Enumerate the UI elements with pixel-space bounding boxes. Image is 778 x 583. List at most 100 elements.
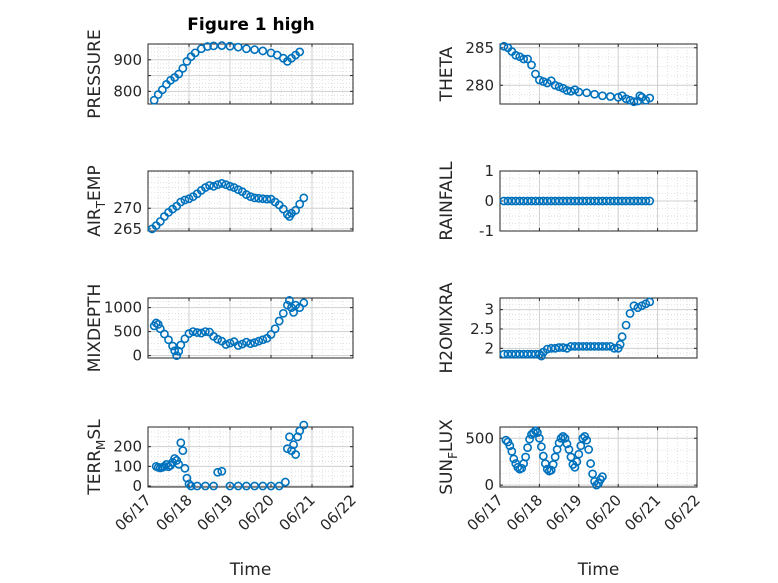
- data-point: [250, 45, 259, 55]
- data-point: [209, 181, 218, 191]
- y-tick-label: -1: [479, 222, 494, 240]
- data-point: [262, 194, 272, 204]
- data-point: [159, 212, 169, 221]
- data-point: [576, 441, 586, 451]
- data-point: [289, 440, 298, 450]
- data-point: [178, 63, 188, 73]
- data-point: [180, 463, 190, 473]
- data-point: [157, 85, 167, 95]
- data-point: [233, 481, 243, 491]
- y-tick-label: 265: [113, 220, 142, 238]
- data-point: [192, 481, 202, 491]
- data-point: [176, 340, 186, 350]
- y-tick-label: 2.5: [470, 320, 494, 338]
- data-point: [159, 329, 169, 339]
- data-point: [529, 428, 538, 438]
- x-tick-label: 06/21: [276, 491, 319, 534]
- data-point: [246, 339, 255, 348]
- series-markers: [151, 420, 309, 491]
- data-point: [629, 97, 639, 107]
- y-tick-label: 0: [132, 477, 142, 495]
- data-point: [213, 334, 223, 344]
- data-point: [233, 42, 243, 52]
- data-point: [237, 339, 247, 349]
- data-point: [170, 346, 180, 356]
- data-point: [282, 210, 292, 219]
- data-point: [192, 328, 202, 337]
- y-axis-label: RAINFALL: [437, 161, 457, 241]
- y-tick-label: 0: [484, 476, 494, 494]
- data-point: [203, 42, 212, 51]
- subplot-h2omixra: 22.53 H2OMIXRA: [437, 282, 698, 374]
- data-point: [176, 438, 186, 448]
- data-point: [574, 449, 584, 459]
- data-point: [258, 481, 268, 491]
- data-point: [523, 443, 532, 453]
- data-point: [554, 82, 564, 92]
- data-point: [291, 450, 300, 459]
- data-point: [299, 298, 309, 308]
- subplot-air_temp: 265 270 AIRTEMP: [85, 165, 354, 238]
- data-point: [225, 181, 235, 191]
- data-point: [274, 481, 284, 491]
- y-tick-label: 270: [113, 199, 142, 217]
- data-point: [560, 433, 570, 443]
- data-point: [217, 41, 227, 50]
- data-point: [159, 461, 169, 471]
- data-point: [517, 463, 527, 473]
- data-point: [295, 426, 305, 436]
- data-point: [584, 445, 594, 454]
- data-point: [533, 428, 542, 438]
- data-point: [550, 452, 560, 462]
- data-point: [250, 481, 259, 491]
- data-point: [241, 481, 251, 491]
- data-point: [200, 327, 210, 336]
- x-tick-label: 06/22: [317, 491, 360, 534]
- data-point: [188, 327, 198, 336]
- y-tick-label: 200: [113, 438, 142, 456]
- data-point: [592, 480, 601, 490]
- data-point: [196, 328, 206, 338]
- data-point: [295, 47, 305, 57]
- data-point: [178, 446, 188, 456]
- data-point: [278, 308, 288, 318]
- x-tick-label: 06/20: [582, 491, 625, 534]
- series-markers: [499, 41, 655, 107]
- data-point: [601, 341, 611, 351]
- x-tick-label: 06/21: [621, 491, 664, 534]
- data-point: [562, 439, 572, 449]
- data-point: [190, 48, 200, 58]
- data-point: [217, 179, 227, 188]
- data-point: [250, 338, 259, 348]
- data-point: [635, 91, 645, 101]
- data-point: [241, 337, 251, 347]
- x-tick-label: 06/22: [661, 491, 704, 534]
- data-point: [615, 340, 625, 349]
- data-point: [258, 46, 268, 56]
- data-point: [170, 454, 180, 463]
- y-tick-label: 800: [113, 82, 142, 100]
- axes-box: [147, 170, 354, 232]
- y-tick-label: 1: [484, 162, 494, 180]
- data-point: [511, 50, 521, 60]
- data-point: [558, 343, 568, 352]
- data-point: [621, 94, 631, 104]
- series-markers: [501, 426, 607, 490]
- data-point: [164, 335, 173, 345]
- data-point: [280, 477, 290, 487]
- data-point: [174, 459, 184, 469]
- data-point: [598, 91, 607, 101]
- data-point: [254, 193, 264, 203]
- data-point: [299, 193, 309, 203]
- axes-box: [147, 43, 354, 105]
- data-point: [605, 92, 615, 101]
- x-tick-label: 06/19: [542, 491, 585, 534]
- data-point: [291, 205, 300, 215]
- data-point: [536, 442, 546, 452]
- x-tick-label: 06/17: [464, 491, 507, 534]
- axes-box: [499, 297, 698, 359]
- y-tick-label: 100: [113, 457, 142, 475]
- x-axis-label: Time: [577, 560, 620, 580]
